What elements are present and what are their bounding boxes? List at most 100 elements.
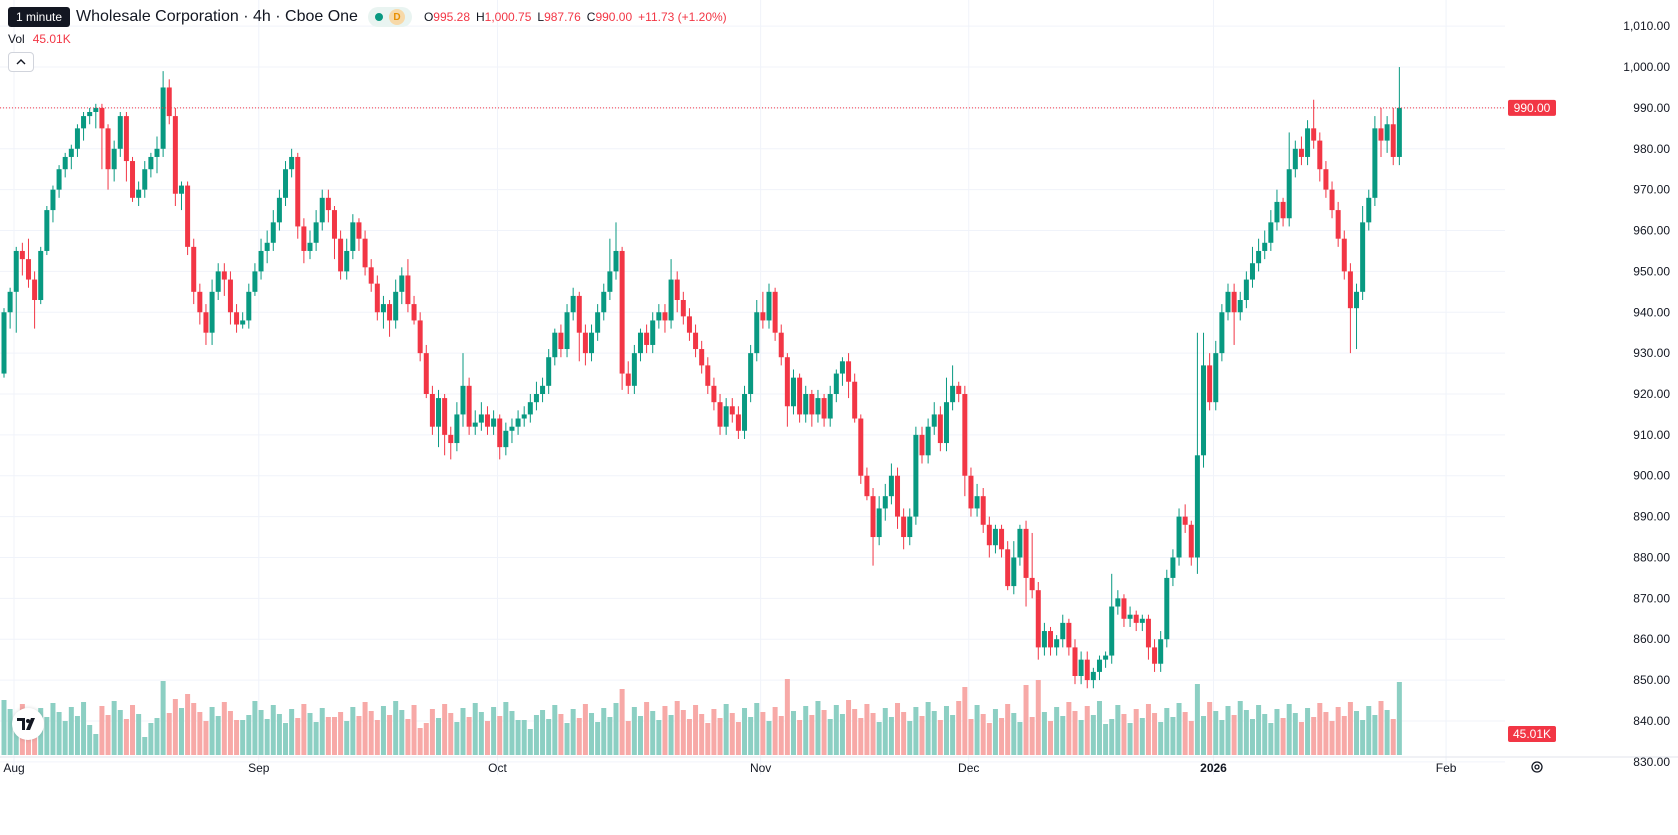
candle-body-165 [1011, 557, 1017, 587]
volume-bar-20 [123, 719, 129, 755]
candle-body-112 [686, 316, 692, 333]
volume-bar-225 [1378, 701, 1384, 755]
volume-bar-200 [1225, 706, 1231, 755]
volume-bar-105 [644, 702, 650, 755]
candle-body-13 [81, 116, 87, 129]
volume-bar-157 [962, 687, 968, 755]
volume-bar-162 [992, 709, 998, 755]
volume-bar-158 [968, 719, 974, 755]
volume-bar-212 [1298, 722, 1304, 755]
candle-body-213 [1305, 128, 1311, 157]
gear-icon[interactable] [1528, 758, 1546, 776]
candle-body-61 [374, 283, 380, 313]
market-status-pill[interactable]: D [367, 7, 412, 27]
tradingview-logo-icon[interactable] [12, 708, 44, 740]
volume-bar-144 [882, 708, 888, 755]
volume-bar-227 [1390, 719, 1396, 755]
candle-body-193 [1182, 516, 1188, 525]
volume-bar-117 [717, 718, 723, 755]
volume-bar-121 [742, 708, 748, 755]
candle-body-12 [74, 128, 80, 149]
volume-bar-0 [1, 700, 7, 755]
volume-bar-66 [405, 719, 411, 755]
price-tick-label-0: 1,010.00 [1623, 19, 1670, 33]
candle-body-208 [1274, 201, 1280, 223]
time-tick-label-1: Sep [248, 761, 270, 775]
volume-bar-7 [44, 717, 50, 755]
volume-bar-220 [1347, 702, 1353, 755]
time-tick-label-5: 2026 [1200, 761, 1227, 775]
candle-body-171 [1048, 631, 1054, 648]
volume-value: 45.01K [32, 32, 71, 46]
candle-body-97 [595, 312, 601, 333]
time-tick-label-3: Nov [750, 761, 771, 775]
volume-bar-203 [1243, 710, 1249, 755]
volume-bar-197 [1207, 702, 1213, 755]
volume-bar-35 [215, 716, 221, 755]
volume-bar-137 [839, 714, 845, 755]
volume-bar-2 [13, 718, 19, 755]
volume-bar-46 [283, 723, 289, 755]
volume-bar-168 [1029, 717, 1035, 755]
candle-body-155 [950, 385, 956, 403]
volume-bar-24 [148, 723, 154, 755]
candle-body-131 [803, 394, 809, 415]
candle-body-17 [105, 128, 111, 170]
candle-body-42 [258, 250, 264, 272]
candle-body-134 [821, 398, 827, 419]
candle-body-197 [1207, 365, 1213, 403]
volume-bar-193 [1182, 712, 1188, 755]
volume-bar-12 [74, 716, 80, 755]
volume-bar-39 [240, 720, 246, 755]
volume-bar-184 [1127, 723, 1133, 755]
volume-bar-100 [613, 703, 619, 755]
volume-bar-163 [999, 718, 1005, 755]
volume-bar-19 [117, 710, 123, 755]
volume-bar-28 [172, 699, 178, 755]
candle-body-203 [1243, 279, 1249, 300]
volume-bar-141 [864, 704, 870, 755]
candle-body-52 [319, 197, 325, 223]
candle-body-187 [1145, 618, 1151, 648]
price-tick-label-13: 880.00 [1633, 550, 1670, 564]
volume-bar-22 [136, 714, 142, 755]
volume-bar-211 [1292, 713, 1298, 755]
candle-body-221 [1354, 291, 1360, 309]
candle-body-66 [405, 275, 411, 305]
volume-bar-155 [950, 715, 956, 755]
volume-legend[interactable]: Vol 45.01K [8, 32, 71, 46]
candle-body-39 [240, 320, 246, 325]
volume-bar-173 [1060, 716, 1066, 755]
volume-bar-97 [595, 722, 601, 755]
candle-body-14 [87, 112, 93, 117]
candle-body-83 [509, 426, 515, 431]
volume-bar-27 [166, 713, 172, 755]
candle-body-53 [325, 197, 331, 211]
candle-body-222 [1360, 222, 1366, 292]
symbol-title[interactable]: Wholesale Corporation · 4h · Cboe One [76, 8, 358, 25]
volume-bar-25 [154, 718, 160, 755]
candle-body-214 [1311, 128, 1317, 141]
price-tick-label-16: 850.00 [1633, 673, 1670, 687]
volume-bar-63 [387, 715, 393, 755]
candle-body-128 [784, 357, 790, 407]
volume-bar-124 [760, 712, 766, 755]
volume-bar-122 [748, 717, 754, 755]
volume-bar-180 [1103, 724, 1109, 755]
volume-bar-164 [1005, 704, 1011, 755]
volume-bar-177 [1084, 706, 1090, 755]
candle-body-57 [350, 222, 356, 251]
interval-badge[interactable]: 1 minute [8, 7, 71, 27]
volume-bar-42 [258, 710, 264, 755]
candle-body-127 [778, 332, 784, 358]
collapse-legend-button[interactable] [8, 52, 34, 72]
volume-bar-126 [772, 707, 778, 755]
candle-body-206 [1262, 242, 1268, 251]
candle-body-35 [215, 271, 221, 292]
candle-body-135 [827, 394, 833, 419]
volume-bar-41 [252, 701, 258, 755]
candle-body-27 [166, 87, 172, 117]
candle-body-182 [1115, 598, 1121, 607]
volume-bar-207 [1268, 723, 1274, 755]
